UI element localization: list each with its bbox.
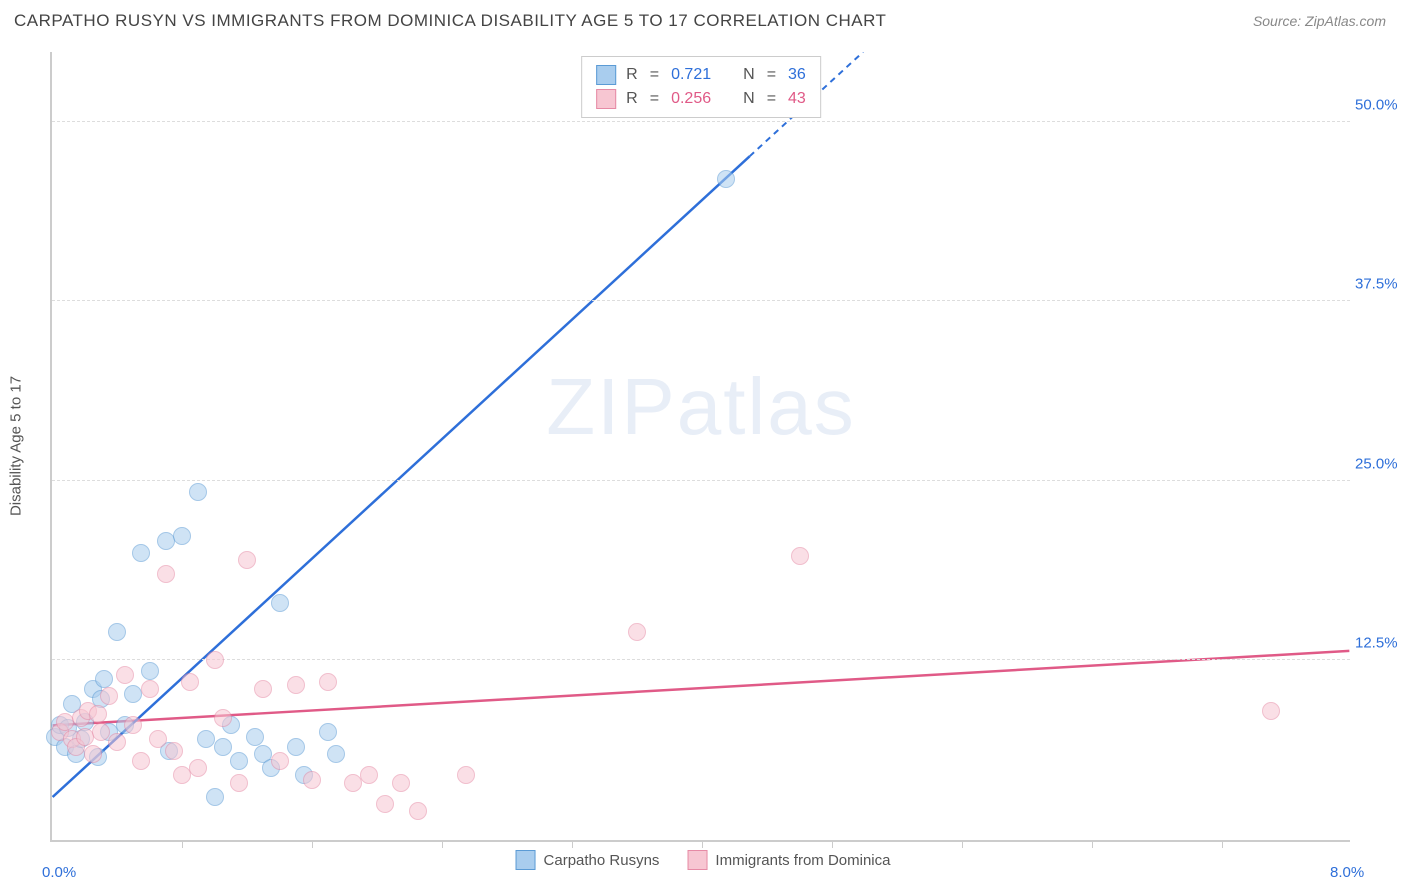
xtick <box>702 840 703 848</box>
data-point <box>189 759 207 777</box>
ytick-label: 50.0% <box>1355 96 1406 113</box>
data-point <box>56 713 74 731</box>
data-point <box>271 594 289 612</box>
data-point <box>206 651 224 669</box>
data-point <box>165 742 183 760</box>
data-point <box>100 687 118 705</box>
data-point <box>254 680 272 698</box>
data-point <box>303 771 321 789</box>
data-point <box>206 788 224 806</box>
xtick <box>572 840 573 848</box>
r-value-b: 0.256 <box>671 90 711 108</box>
data-point <box>271 752 289 770</box>
data-point <box>132 752 150 770</box>
data-point <box>376 795 394 813</box>
ytick-label: 25.0% <box>1355 455 1406 472</box>
xtick <box>832 840 833 848</box>
data-point <box>457 766 475 784</box>
xtick <box>1092 840 1093 848</box>
data-point <box>628 623 646 641</box>
watermark: ZIPatlas <box>546 361 855 453</box>
swatch-b <box>596 89 616 109</box>
stats-box: R = 0.721 N = 36 R = 0.256 N = 43 <box>581 56 821 118</box>
data-point <box>238 551 256 569</box>
data-point <box>84 745 102 763</box>
bottom-legend: Carpatho Rusyns Immigrants from Dominica <box>516 850 891 870</box>
source-label: Source: ZipAtlas.com <box>1253 13 1386 29</box>
xtick <box>962 840 963 848</box>
data-point <box>230 774 248 792</box>
data-point <box>214 738 232 756</box>
data-point <box>116 666 134 684</box>
x-origin-label: 0.0% <box>42 864 76 881</box>
gridline <box>52 659 1350 660</box>
data-point <box>108 623 126 641</box>
n-value-b: 43 <box>788 90 806 108</box>
legend-label-a: Carpatho Rusyns <box>544 852 660 869</box>
data-point <box>230 752 248 770</box>
gridline <box>52 300 1350 301</box>
data-point <box>319 723 337 741</box>
y-axis-label: Disability Age 5 to 17 <box>8 376 25 516</box>
regression-lines <box>52 52 1350 840</box>
data-point <box>392 774 410 792</box>
xtick <box>182 840 183 848</box>
data-point <box>1262 702 1280 720</box>
data-point <box>157 565 175 583</box>
data-point <box>717 170 735 188</box>
x-max-label: 8.0% <box>1330 864 1364 881</box>
data-point <box>214 709 232 727</box>
data-point <box>141 680 159 698</box>
data-point <box>149 730 167 748</box>
stats-row-a: R = 0.721 N = 36 <box>596 63 806 87</box>
plot-area: ZIPatlas R = 0.721 N = 36 R = 0.256 N = … <box>50 52 1350 842</box>
stats-row-b: R = 0.256 N = 43 <box>596 87 806 111</box>
data-point <box>132 544 150 562</box>
legend-item-a: Carpatho Rusyns <box>516 850 660 870</box>
data-point <box>181 673 199 691</box>
n-value-a: 36 <box>788 66 806 84</box>
data-point <box>246 728 264 746</box>
data-point <box>95 670 113 688</box>
legend-swatch-b <box>687 850 707 870</box>
xtick <box>442 840 443 848</box>
gridline <box>52 480 1350 481</box>
data-point <box>287 738 305 756</box>
ytick-label: 12.5% <box>1355 635 1406 652</box>
data-point <box>124 685 142 703</box>
data-point <box>327 745 345 763</box>
data-point <box>287 676 305 694</box>
legend-label-b: Immigrants from Dominica <box>715 852 890 869</box>
chart-header: CARPATHO RUSYN VS IMMIGRANTS FROM DOMINI… <box>0 0 1406 42</box>
data-point <box>189 483 207 501</box>
data-point <box>360 766 378 784</box>
data-point <box>173 527 191 545</box>
swatch-a <box>596 65 616 85</box>
data-point <box>319 673 337 691</box>
data-point <box>76 728 94 746</box>
data-point <box>409 802 427 820</box>
gridline <box>52 121 1350 122</box>
legend-swatch-a <box>516 850 536 870</box>
data-point <box>124 716 142 734</box>
data-point <box>108 733 126 751</box>
ytick-label: 37.5% <box>1355 276 1406 293</box>
xtick <box>312 840 313 848</box>
xtick <box>1222 840 1223 848</box>
chart-title: CARPATHO RUSYN VS IMMIGRANTS FROM DOMINI… <box>14 11 886 31</box>
data-point <box>89 705 107 723</box>
legend-item-b: Immigrants from Dominica <box>687 850 890 870</box>
data-point <box>92 723 110 741</box>
data-point <box>791 547 809 565</box>
r-value-a: 0.721 <box>671 66 711 84</box>
data-point <box>141 662 159 680</box>
